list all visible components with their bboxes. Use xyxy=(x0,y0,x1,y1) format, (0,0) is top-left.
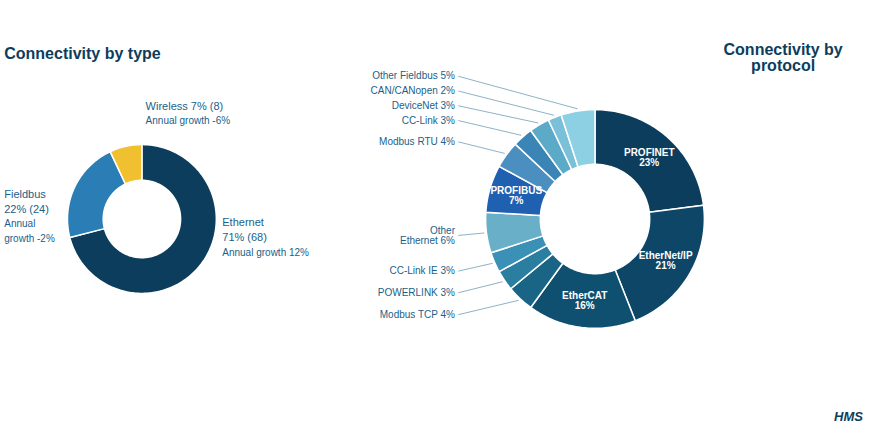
svg-text:growth -2%: growth -2% xyxy=(4,233,55,244)
svg-text:Connectivity by type: Connectivity by type xyxy=(4,45,161,62)
svg-text:Annual: Annual xyxy=(4,218,35,229)
svg-text:Fieldbus: Fieldbus xyxy=(4,188,46,200)
svg-text:Annual growth -6%: Annual growth -6% xyxy=(146,115,231,126)
svg-text:Modbus RTU 4%: Modbus RTU 4% xyxy=(379,136,455,147)
svg-text:CC-Link IE 3%: CC-Link IE 3% xyxy=(389,265,455,276)
svg-text:EtherNet/IP21%: EtherNet/IP21% xyxy=(639,250,693,271)
svg-text:PROFIBUS7%: PROFIBUS7% xyxy=(490,185,542,206)
svg-text:PROFINET23%: PROFINET23% xyxy=(624,147,675,168)
svg-text:OtherEthernet 6%: OtherEthernet 6% xyxy=(400,225,456,246)
svg-text:Connectivity byprotocol: Connectivity byprotocol xyxy=(724,41,843,74)
svg-text:POWERLINK 3%: POWERLINK 3% xyxy=(378,287,455,298)
svg-text:CAN/CANopen 2%: CAN/CANopen 2% xyxy=(371,85,456,96)
svg-text:HMS: HMS xyxy=(834,409,863,424)
svg-text:Modbus TCP 4%: Modbus TCP 4% xyxy=(380,309,455,320)
svg-text:Wireless 7% (8): Wireless 7% (8) xyxy=(146,100,224,112)
svg-text:CC-Link 3%: CC-Link 3% xyxy=(402,115,455,126)
svg-text:DeviceNet 3%: DeviceNet 3% xyxy=(392,100,455,111)
svg-text:Ethernet: Ethernet xyxy=(222,216,264,228)
svg-text:71% (68): 71% (68) xyxy=(222,231,267,243)
svg-text:Annual growth 12%: Annual growth 12% xyxy=(222,247,309,258)
svg-text:Other Fieldbus 5%: Other Fieldbus 5% xyxy=(372,70,455,81)
svg-text:22% (24): 22% (24) xyxy=(4,203,49,215)
svg-text:EtherCAT16%: EtherCAT16% xyxy=(562,290,607,311)
